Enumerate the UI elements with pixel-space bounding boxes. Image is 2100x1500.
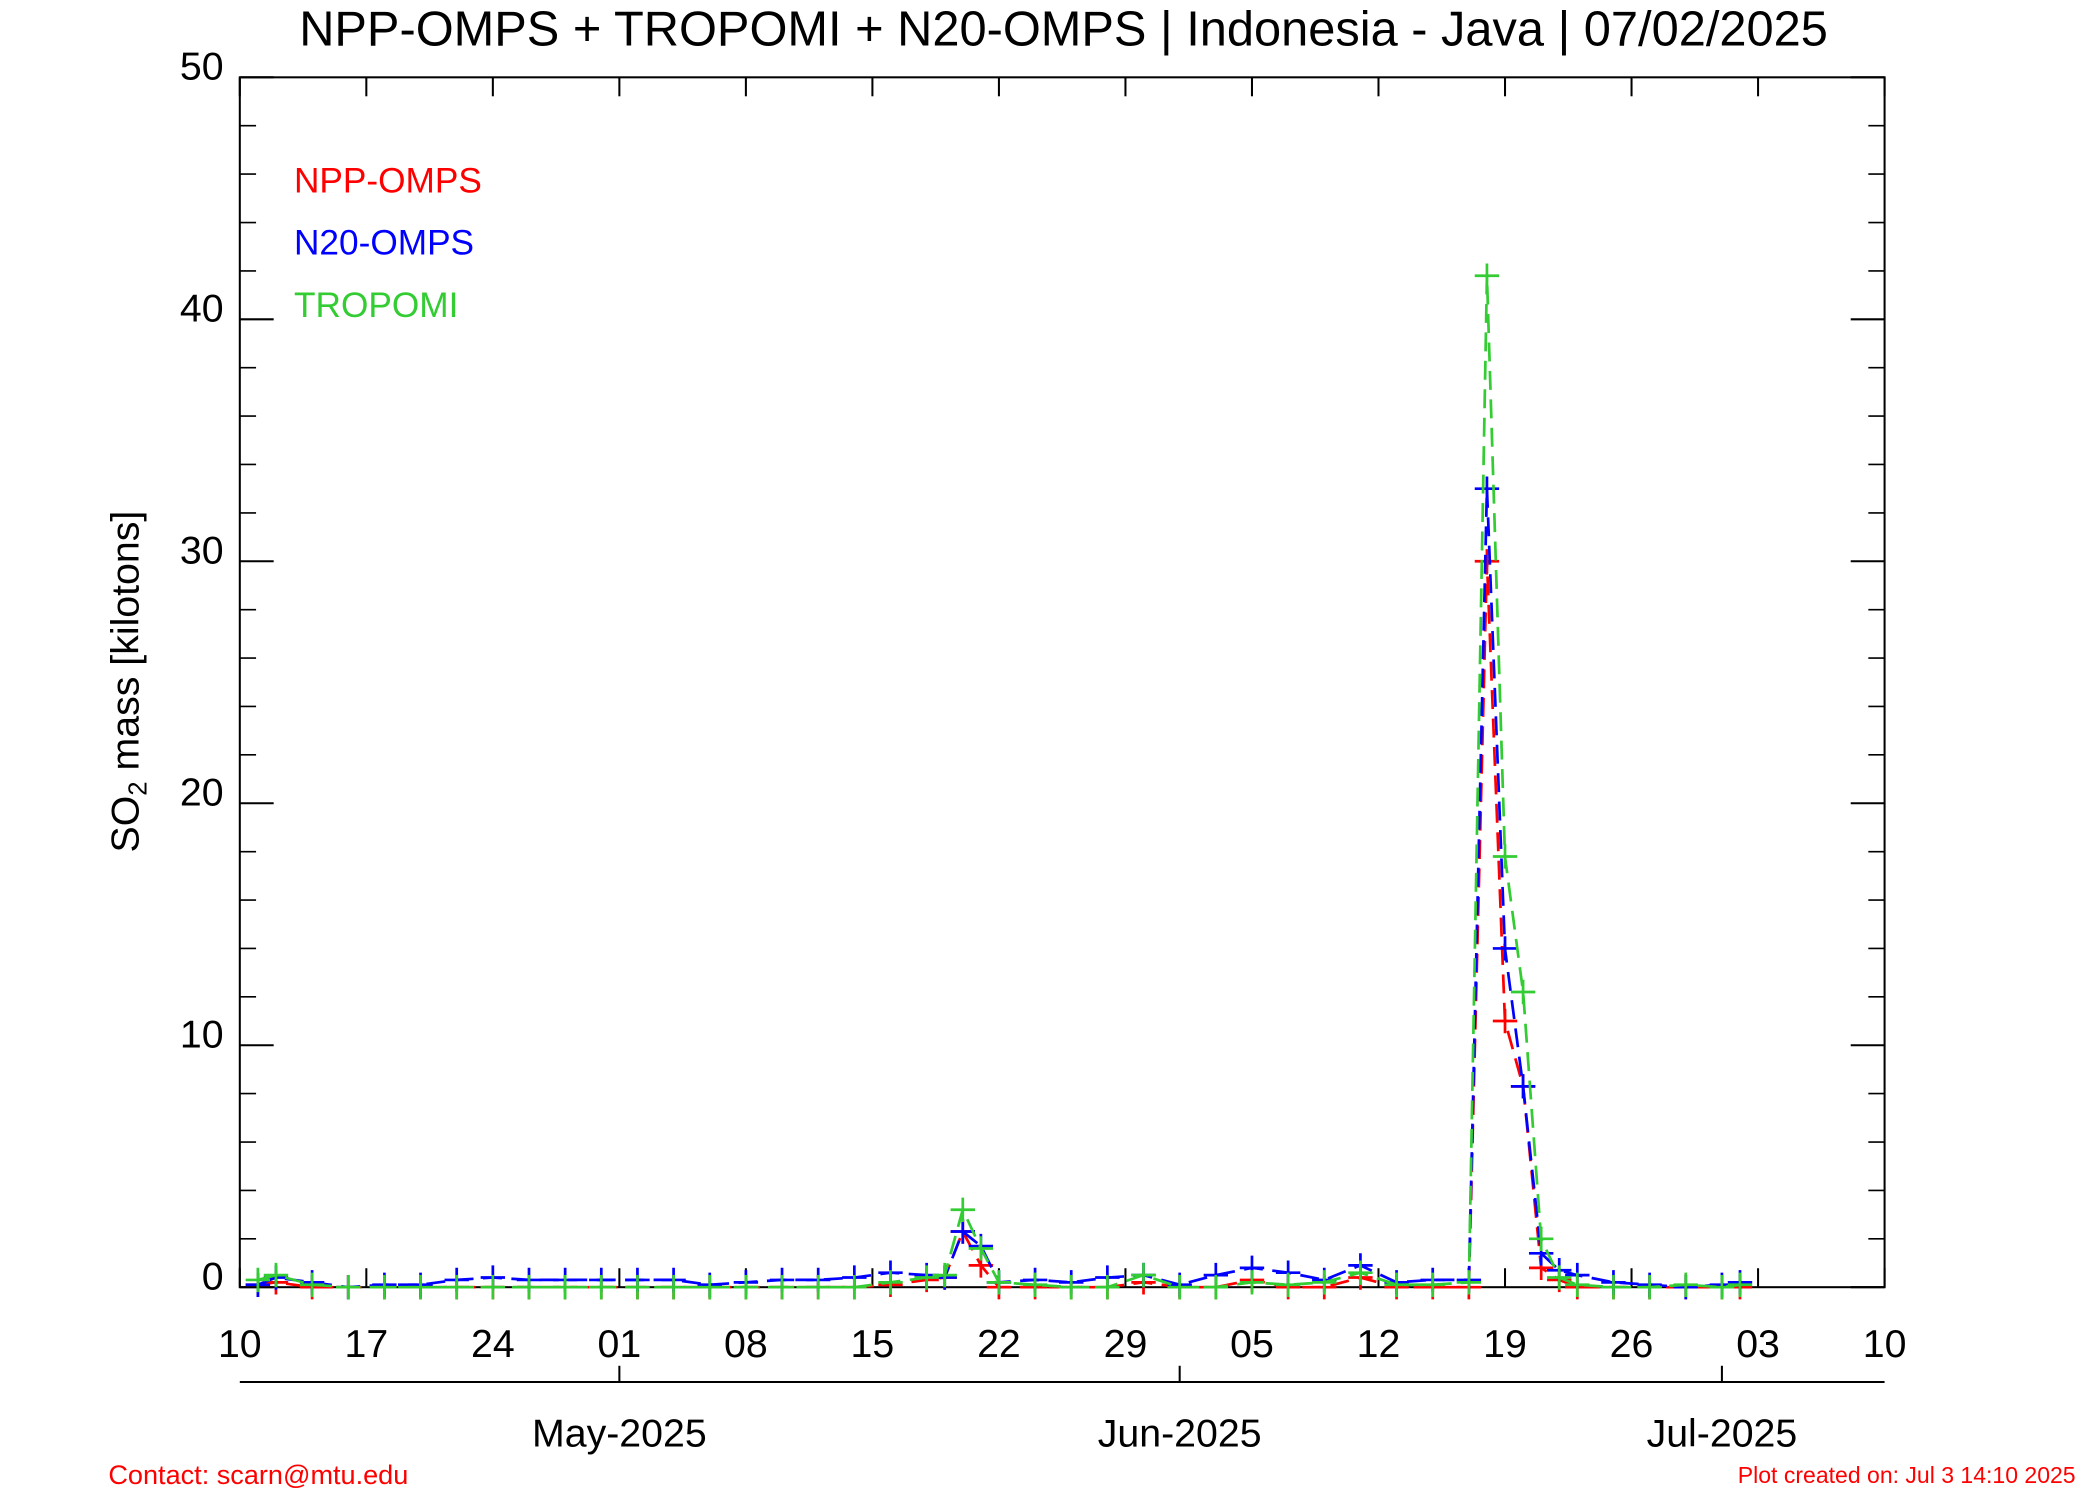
point-marker [986, 1270, 1012, 1295]
point-marker [1474, 476, 1500, 501]
point-marker [842, 1274, 867, 1300]
point-marker [1673, 1272, 1698, 1297]
x-tick-label: 08 [724, 1322, 768, 1366]
x-tick-label: 10 [218, 1322, 262, 1366]
y-tick-label: 0 [202, 1254, 224, 1298]
y-tick-label: 10 [180, 1012, 224, 1056]
point-marker [1203, 1274, 1229, 1300]
point-marker [1167, 1274, 1192, 1300]
series-line [257, 561, 1741, 1289]
point-marker [1022, 1272, 1048, 1297]
point-marker [1727, 1272, 1753, 1297]
legend-entry: N20-OMPS [294, 224, 474, 263]
point-marker [299, 1272, 325, 1297]
point-marker [372, 1274, 397, 1300]
point-marker [1384, 1272, 1409, 1297]
point-marker [336, 1274, 361, 1300]
y-tick-label: 50 [180, 45, 224, 89]
point-marker [1059, 1274, 1084, 1300]
y-tick-label: 30 [180, 529, 224, 573]
point-marker [1492, 1008, 1518, 1034]
point-marker [878, 1270, 903, 1295]
point-marker [263, 1262, 289, 1288]
point-marker [408, 1274, 433, 1300]
point-marker [914, 1265, 939, 1290]
point-marker [480, 1274, 506, 1300]
contact: Contact: scarn@mtu.edu [108, 1459, 408, 1490]
point-marker [1456, 1270, 1482, 1295]
point-marker [932, 1262, 957, 1288]
y-axis-label: SO2 mass [kilotons] [104, 511, 152, 853]
x-tick-label: 05 [1230, 1322, 1274, 1366]
point-marker [1547, 1265, 1572, 1290]
point-marker [245, 1267, 271, 1293]
point-marker [1637, 1274, 1662, 1300]
y-label-main: SO [104, 796, 148, 853]
point-marker [769, 1274, 795, 1300]
point-marker [1709, 1274, 1735, 1300]
series-line [257, 488, 1741, 1289]
point-marker [1275, 1272, 1301, 1297]
point-marker [1510, 979, 1536, 1005]
x-tick-label: 26 [1610, 1322, 1654, 1366]
month-label: Jul-2025 [1647, 1412, 1798, 1456]
point-marker [661, 1274, 686, 1300]
point-marker [625, 1274, 650, 1300]
x-tick-label: 01 [598, 1322, 642, 1366]
point-marker [968, 1236, 994, 1261]
point-marker [1420, 1272, 1445, 1297]
point-marker [589, 1274, 614, 1300]
point-marker [1492, 936, 1518, 961]
point-marker [1565, 1272, 1590, 1297]
x-tick-label: 10 [1863, 1322, 1907, 1366]
point-marker [1528, 1226, 1554, 1251]
point-marker [1239, 1270, 1265, 1295]
y-label-sub: 2 [124, 781, 152, 795]
point-marker [805, 1274, 831, 1300]
created: Plot created on: Jul 3 14:10 2025 [1738, 1462, 2076, 1488]
legend-entry: NPP-OMPS [294, 161, 482, 200]
point-marker [1474, 549, 1500, 574]
point-marker [1131, 1262, 1156, 1288]
point-marker [516, 1274, 542, 1300]
month-label: Jun-2025 [1098, 1412, 1262, 1456]
x-tick-label: 24 [471, 1322, 515, 1366]
legend-entry: TROPOMI [294, 286, 458, 325]
point-marker [950, 1219, 975, 1244]
point-marker [1474, 263, 1500, 288]
point-marker [950, 1197, 975, 1222]
point-marker [1601, 1274, 1626, 1300]
y-label-rest: mass [kilotons] [104, 511, 148, 782]
point-marker [552, 1274, 578, 1300]
x-tick-label: 12 [1357, 1322, 1401, 1366]
x-tick-label: 15 [851, 1322, 895, 1366]
x-tick-label: 22 [977, 1322, 1021, 1366]
series-line [257, 275, 1741, 1289]
x-tick-label: 29 [1104, 1322, 1148, 1366]
y-tick-label: 40 [180, 287, 224, 331]
x-tick-label: 19 [1483, 1322, 1527, 1366]
x-tick-label: 17 [344, 1322, 388, 1366]
point-marker [444, 1274, 469, 1300]
point-marker [697, 1274, 722, 1300]
point-marker [733, 1274, 759, 1300]
point-marker [1348, 1260, 1373, 1285]
plot-frame [238, 76, 1886, 1289]
month-label: May-2025 [532, 1412, 707, 1456]
x-tick-label: 03 [1736, 1322, 1780, 1366]
point-marker [1312, 1270, 1337, 1295]
y-tick-label: 20 [180, 770, 224, 814]
point-marker [1492, 844, 1518, 869]
point-marker [1095, 1274, 1120, 1300]
chart-title: NPP-OMPS + TROPOMI + N20-OMPS | Indonesi… [299, 3, 1828, 57]
